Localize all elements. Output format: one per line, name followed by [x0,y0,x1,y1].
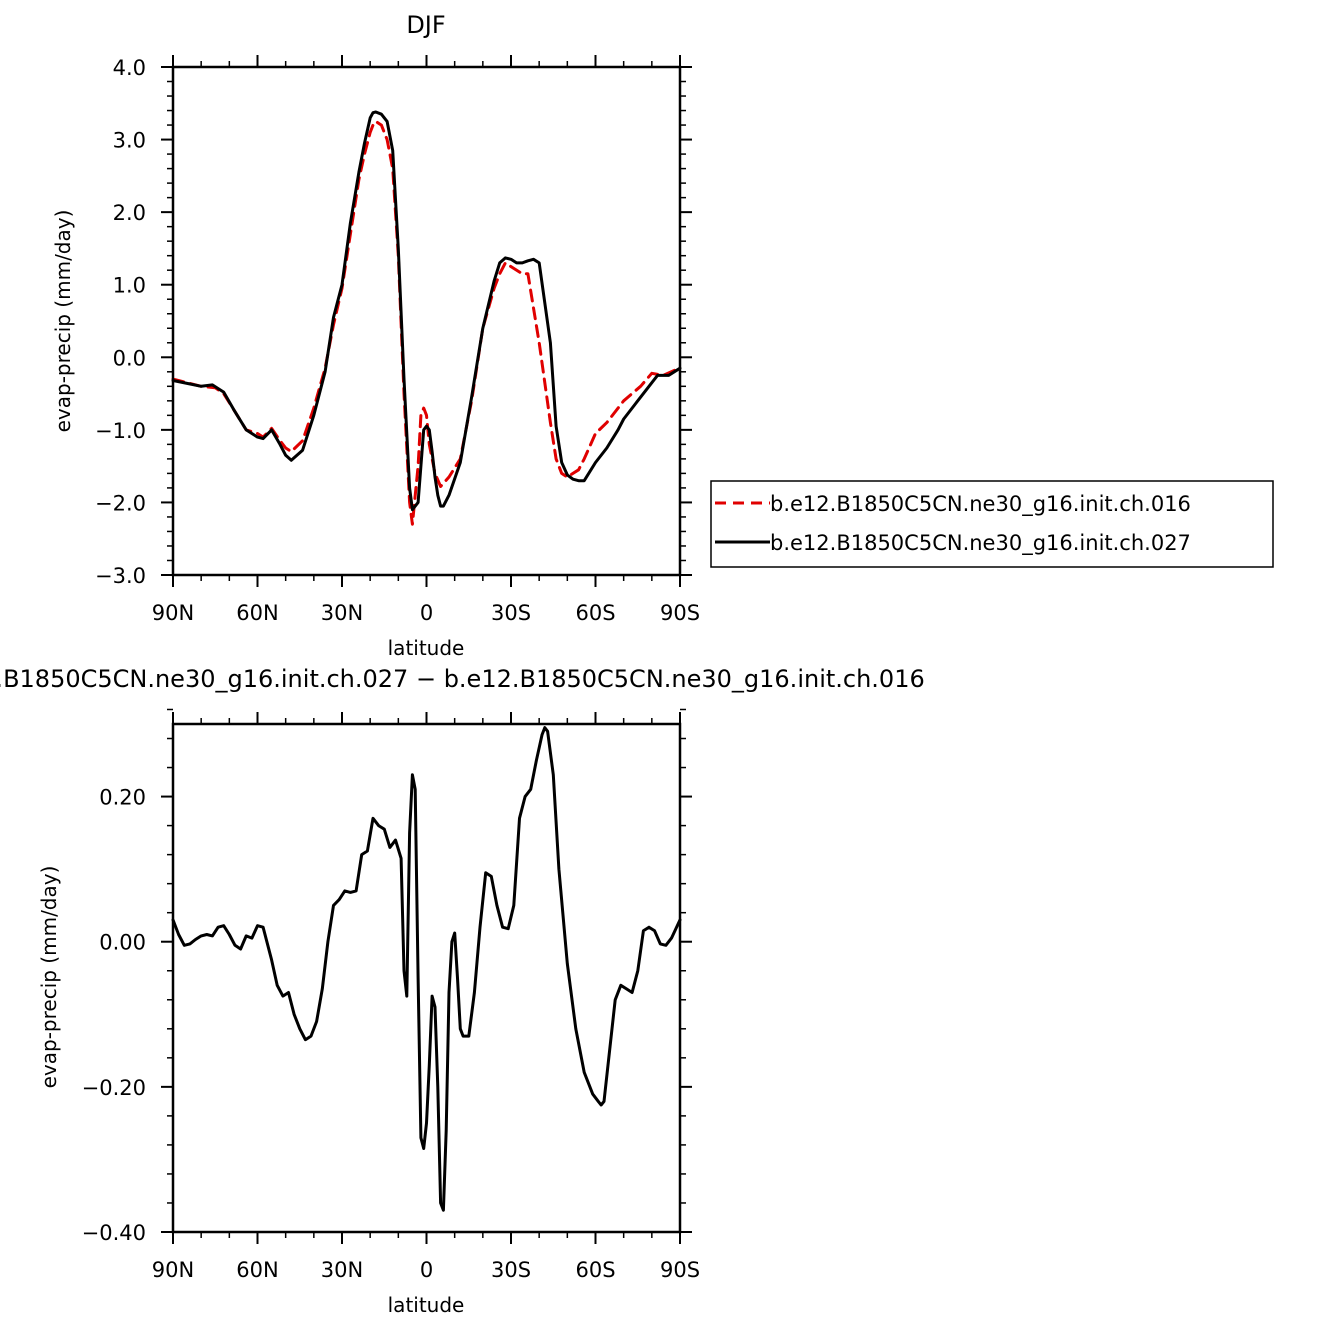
legend-box [710,480,1274,568]
y-tick-label: −0.20 [82,1076,146,1100]
top-chart-title: DJF [406,11,445,39]
bottom-major-ticks [161,712,692,1244]
x-tick-label: 30N [321,601,363,625]
legend-label-016: b.e12.B1850C5CN.ne30_g16.init.ch.016 [770,492,1191,517]
x-tick-label: 90S [660,1258,700,1282]
y-tick-label: 0.00 [99,931,146,955]
bottom-x-axis-title: latitude [388,1293,465,1317]
bottom-series-lines [171,726,682,1212]
y-tick-label: −2.0 [95,491,146,515]
y-tick-label: 3.0 [113,129,146,153]
y-tick-label: 4.0 [113,56,146,80]
legend-label-027: b.e12.B1850C5CN.ne30_g16.init.ch.027 [770,531,1191,556]
bottom-y-axis-title: evap-precip (mm/day) [37,866,61,1089]
bottom-chart-title: b.e12.B1850C5CN.ne30_g16.init.ch.027 − b… [0,665,925,693]
x-tick-label: 60N [236,1258,278,1282]
y-tick-label: −1.0 [95,419,146,443]
bottom-x-tick-labels: 90N 60N 30N 0 30S 60S 90S [152,1258,700,1282]
top-x-tick-labels: 90N 60N 30N 0 30S 60S 90S [152,601,700,625]
x-tick-label: 60S [575,601,615,625]
x-tick-label: 90S [660,601,700,625]
x-tick-label: 90N [152,601,194,625]
top-y-axis-title: evap-precip (mm/day) [51,210,75,433]
y-tick-label: 1.0 [113,274,146,298]
x-tick-label: 30S [491,601,531,625]
bottom-plot-frame [171,722,682,1234]
top-minor-ticks [167,61,686,581]
top-series-lines [171,110,682,526]
legend: b.e12.B1850C5CN.ne30_g16.init.ch.016 b.e… [710,480,1274,568]
top-major-ticks [161,55,692,587]
y-tick-label: 0.20 [99,786,146,810]
top-x-axis-title: latitude [388,636,465,660]
y-tick-label: 0.0 [113,346,146,370]
x-tick-label: 30N [321,1258,363,1282]
bottom-panel: b.e12.B1850C5CN.ne30_g16.init.ch.027 − b… [0,665,925,1317]
series-line-2 [171,110,682,512]
y-tick-label: 2.0 [113,201,146,225]
top-plot-frame [171,65,682,577]
x-tick-label: 60N [236,601,278,625]
x-tick-label: 0 [420,1258,433,1282]
bottom-y-tick-labels: −0.40 −0.20 0.00 0.20 [82,786,146,1245]
x-tick-label: 60S [575,1258,615,1282]
x-tick-label: 0 [420,601,433,625]
top-panel: DJF −3.0 −2.0 −1.0 0.0 1.0 2.0 3.0 4.0 90N 60N 30… [51,11,700,660]
series-line-1 [171,726,682,1212]
x-tick-label: 90N [152,1258,194,1282]
y-tick-label: −0.40 [82,1221,146,1245]
x-tick-label: 30S [491,1258,531,1282]
top-y-tick-labels: −3.0 −2.0 −1.0 0.0 1.0 2.0 3.0 4.0 [95,56,146,588]
series-line-1 [171,119,682,526]
bottom-minor-ticks [167,708,686,1238]
y-tick-label: −3.0 [95,564,146,588]
